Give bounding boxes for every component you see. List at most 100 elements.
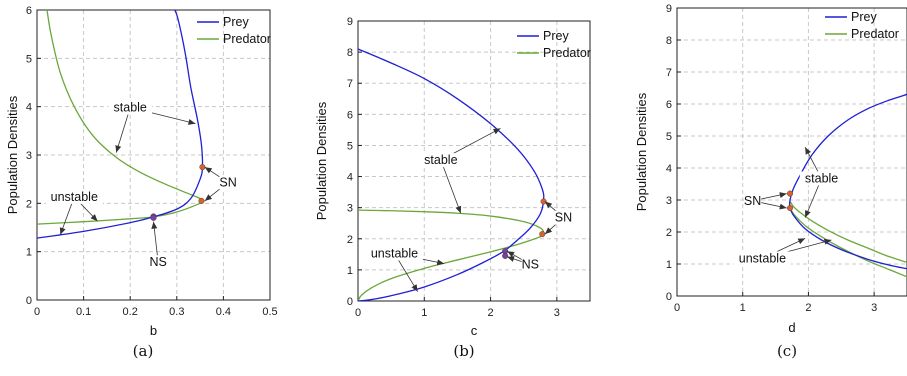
annotation-label: SN (555, 211, 572, 225)
y-tick-label: 7 (347, 78, 353, 90)
x-axis-label: c (471, 323, 478, 338)
y-tick-label: 0 (26, 295, 32, 307)
y-tick-label: 4 (666, 163, 672, 175)
x-tick-label: 3 (871, 302, 877, 314)
axes-frame (676, 7, 907, 297)
y-tick-label: 6 (347, 109, 353, 121)
legend-label: Predator (851, 27, 899, 41)
x-tick-label: 3 (554, 307, 560, 319)
x-tick-label: 2 (805, 302, 811, 314)
annotation-label: unstable (51, 190, 98, 204)
annotation-label: stable (114, 101, 147, 115)
x-tick-label: 0 (355, 307, 361, 319)
point-ns (150, 214, 157, 221)
y-tick-label: 7 (666, 67, 672, 79)
y-tick-label: 6 (26, 5, 32, 17)
x-tick-label: 0.3 (169, 306, 184, 318)
x-tick-label: 0 (674, 302, 680, 314)
annotation-arrow (115, 107, 131, 153)
point-ns (502, 252, 509, 259)
annotation-label: NS (149, 255, 166, 269)
legend: Prey Predator (517, 29, 591, 60)
annotation-bg (799, 171, 844, 186)
point-sn (787, 204, 794, 211)
annotation-bg (521, 257, 539, 272)
x-tick-label: 1 (740, 302, 746, 314)
y-axis-label: Population Densities (5, 95, 20, 214)
x-tick-label: 0.5 (262, 306, 277, 318)
annotation-label: SN (744, 194, 761, 208)
x-tick-label: 0.1 (76, 306, 91, 318)
series-line-prey (358, 48, 545, 301)
annotation-bg (554, 210, 573, 225)
point-sn (540, 198, 547, 205)
annotation-bg (734, 251, 791, 266)
annotation-label: stable (805, 171, 838, 185)
axes-frame (357, 20, 591, 302)
annotation-label: unstable (739, 251, 786, 265)
legend: Prey Predator (825, 10, 899, 41)
annotation-bg (45, 189, 103, 204)
annotation-label: SN (219, 175, 236, 189)
legend-label: Predator (543, 46, 591, 60)
y-tick-label: 5 (666, 131, 672, 143)
series-line-prey (788, 93, 907, 270)
x-axis-label: b (150, 323, 157, 338)
annotation-bg (219, 175, 237, 190)
point-sn (199, 164, 206, 171)
annotation-label: unstable (371, 246, 418, 260)
y-tick-label: 8 (347, 47, 353, 59)
panel-caption: (a) (133, 342, 154, 360)
y-tick-label: 0 (666, 291, 672, 303)
series-line-predator (358, 209, 545, 301)
y-tick-label: 2 (26, 198, 32, 210)
y-tick-label: 5 (347, 140, 353, 152)
y-tick-label: 9 (666, 3, 672, 15)
y-tick-label: 4 (347, 172, 353, 184)
y-tick-label: 9 (347, 16, 353, 28)
chart-panel-3: 0 1 2 3 0 1 2 3 4 5 6 7 8 9 d Population Densities stabl… (634, 3, 907, 360)
annotation-arrow (440, 159, 462, 214)
legend-label: Predator (223, 32, 271, 46)
y-axis-label: Population Densities (634, 92, 649, 211)
annotation-label: NS (522, 257, 539, 271)
y-tick-label: 5 (26, 53, 32, 65)
y-tick-label: 8 (666, 35, 672, 47)
point-sn (787, 190, 794, 197)
annotation-bg (743, 193, 762, 208)
y-tick-label: 6 (666, 99, 672, 111)
point-sn (198, 197, 205, 204)
y-tick-label: 1 (347, 265, 353, 277)
annotation-label: stable (424, 153, 457, 167)
x-tick-label: 0.4 (216, 306, 231, 318)
legend: Prey Predator (197, 15, 271, 46)
panel-caption: (c) (777, 342, 797, 360)
y-tick-label: 3 (666, 195, 672, 207)
y-tick-label: 2 (347, 234, 353, 246)
x-tick-label: 0 (34, 306, 40, 318)
chart-panel-2: 0 1 2 3 0 1 2 3 4 5 6 7 8 9 c Population Densities stabl… (314, 16, 591, 360)
y-axis-label: Population Densities (314, 101, 329, 220)
y-tick-label: 1 (26, 247, 32, 259)
annotation-bg (419, 153, 463, 168)
legend-label: Prey (851, 10, 877, 24)
y-tick-label: 2 (666, 227, 672, 239)
point-sn (539, 231, 546, 238)
annotation-bg (366, 246, 423, 261)
x-tick-label: 0.2 (123, 306, 138, 318)
x-tick-label: 1 (421, 307, 427, 319)
y-tick-label: 3 (26, 150, 32, 162)
annotation-bg (108, 100, 152, 115)
y-tick-label: 3 (347, 203, 353, 215)
annotation-bg (149, 255, 167, 270)
panel-caption: (b) (453, 342, 474, 360)
y-tick-label: 1 (666, 259, 672, 271)
x-axis-label: d (788, 320, 795, 335)
legend-label: Prey (223, 15, 249, 29)
series-line-predator (37, 10, 204, 225)
y-tick-label: 4 (26, 102, 32, 114)
x-tick-label: 2 (488, 307, 494, 319)
chart-panel-1: 0 0.1 0.2 0.3 0.4 0.5 0 1 2 3 4 5 6 b Population Densi… (5, 5, 278, 360)
legend-label: Prey (543, 29, 569, 43)
